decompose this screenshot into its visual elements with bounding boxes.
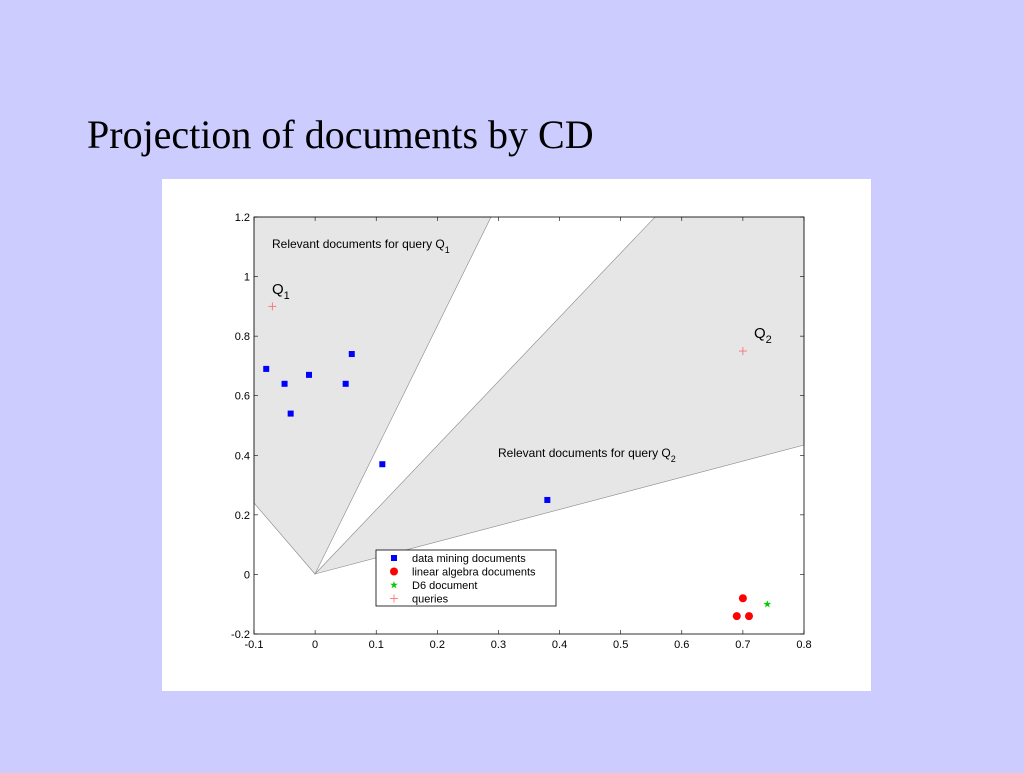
point bbox=[263, 365, 270, 372]
x-tick-label: 0 bbox=[312, 639, 318, 651]
legend-marker bbox=[391, 555, 397, 561]
point bbox=[348, 351, 355, 358]
y-tick-label: 0.2 bbox=[235, 510, 250, 522]
annotation: Relevant documents for query Q2 bbox=[498, 446, 676, 464]
annotation-subscript: 2 bbox=[766, 334, 772, 346]
legend-box bbox=[375, 549, 557, 607]
point bbox=[268, 302, 277, 311]
y-tick-label: 1.2 bbox=[235, 212, 250, 224]
annotation: Relevant documents for query Q1 bbox=[272, 237, 450, 255]
y-tick-label: 0.8 bbox=[235, 331, 250, 343]
plot-frame bbox=[253, 216, 805, 635]
y-tick-label: 0.4 bbox=[235, 450, 250, 462]
slide-title: Projection of documents by CD bbox=[87, 112, 594, 157]
annotation-text: Q bbox=[754, 325, 766, 342]
point bbox=[306, 371, 312, 378]
x-tick-label: -0.1 bbox=[245, 639, 264, 651]
x-tick-label: 0.2 bbox=[430, 639, 445, 651]
annotation-subscript: 1 bbox=[445, 245, 450, 255]
legend-marker bbox=[390, 567, 398, 576]
y-tick-label: 0.6 bbox=[235, 391, 250, 403]
point bbox=[379, 461, 386, 468]
x-tick-label: 0.6 bbox=[674, 639, 689, 651]
x-tick-label: 0.7 bbox=[735, 639, 750, 651]
x-tick-label: 0.4 bbox=[552, 639, 567, 651]
annotation-subscript: 2 bbox=[671, 454, 676, 464]
annotation-text: Relevant documents for query Q bbox=[498, 446, 671, 460]
legend: data mining documents linear algebra docu… bbox=[375, 549, 557, 607]
point bbox=[738, 347, 747, 356]
legend-marker bbox=[390, 594, 398, 603]
point bbox=[281, 380, 288, 387]
legend-label: data mining documents bbox=[412, 553, 526, 565]
annotation-text: Relevant documents for query Q bbox=[272, 237, 445, 251]
x-tick-label: 0.1 bbox=[369, 639, 384, 651]
y-tick-label: 0 bbox=[244, 569, 250, 581]
legend-label: queries bbox=[412, 594, 449, 606]
point bbox=[763, 600, 772, 608]
y-tick-label: 1 bbox=[244, 272, 250, 284]
legend-label: D6 document bbox=[412, 580, 477, 592]
point bbox=[287, 410, 294, 417]
y-tick-label: -0.2 bbox=[231, 629, 250, 641]
x-tick-label: 0.8 bbox=[796, 639, 811, 651]
point bbox=[732, 612, 741, 621]
point bbox=[745, 612, 753, 621]
legend-marker bbox=[390, 581, 398, 589]
legend-label: linear algebra documents bbox=[412, 567, 536, 579]
point bbox=[544, 496, 551, 503]
annotation: Q2 bbox=[754, 325, 772, 346]
point bbox=[738, 594, 747, 603]
annotation: Q1 bbox=[272, 281, 290, 302]
x-tick-label: 0.5 bbox=[613, 639, 628, 651]
point bbox=[342, 380, 349, 387]
annotation-subscript: 1 bbox=[284, 290, 290, 302]
x-tick-label: 0.3 bbox=[491, 639, 506, 651]
annotation-text: Q bbox=[272, 281, 284, 298]
